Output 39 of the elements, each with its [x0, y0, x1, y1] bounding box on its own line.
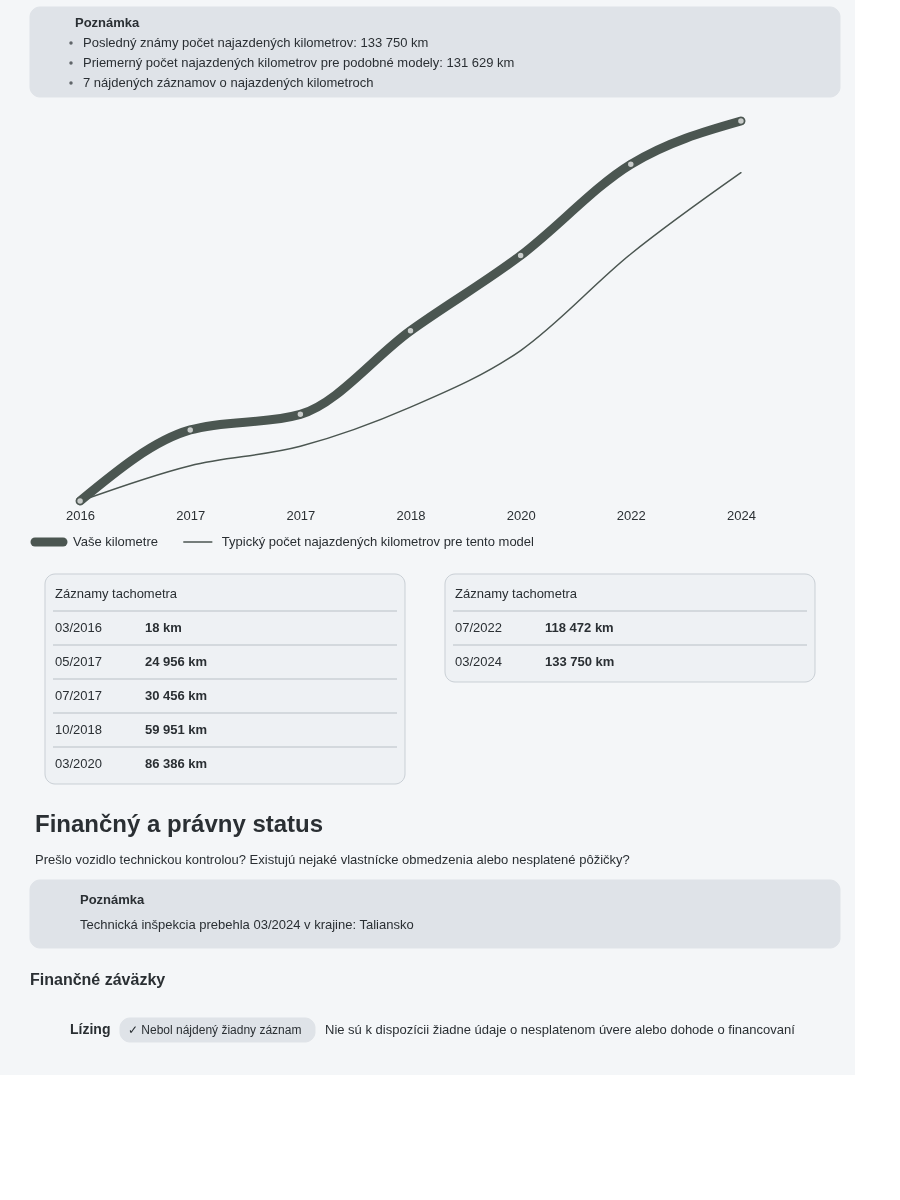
text: 59 951 km	[145, 722, 208, 737]
text: 05/2017	[55, 654, 102, 669]
text: 86 386 km	[145, 756, 208, 771]
x-tick-label: 2018	[396, 507, 426, 523]
text: 118 472 km	[545, 620, 614, 635]
x-tick-label: 2016	[66, 507, 96, 523]
text: Finančný a právny status	[35, 810, 324, 837]
x-tick-label: 2017	[286, 507, 316, 523]
x-tick-label: 2020	[506, 507, 536, 523]
text: Záznamy tachometra	[55, 586, 178, 601]
text: Záznamy tachometra	[455, 586, 578, 601]
text: Finančné záväzky	[30, 971, 166, 988]
text: 7 nájdených záznamov o najazdených kilometroch	[83, 75, 374, 90]
text: Priemerný počet najazdených kilometrov pre podobné modely: 131 629 km	[83, 55, 515, 70]
text: 24 956 km	[145, 654, 208, 669]
text: Poznámka	[80, 892, 146, 907]
text: Posledný známy počet najazdených kilometrov: 133 750 km	[83, 35, 429, 50]
text: 07/2022	[455, 620, 502, 635]
point	[516, 251, 525, 260]
x-tick-label: 2024	[726, 507, 756, 523]
text: Poznámka	[75, 15, 141, 30]
text: Lízing	[70, 1021, 111, 1037]
text: 03/2016	[55, 620, 102, 635]
text: 18 km	[145, 620, 182, 635]
point	[406, 326, 415, 335]
text: Prešlo vozidlo technickou kontrolou? Existujú nejaké vlastnícke obmedzenia alebo nesplatené pôžičky?	[35, 852, 630, 867]
text: 03/2020	[55, 756, 102, 771]
legend-label: Typický počet najazdených kilometrov pre tento model	[221, 534, 535, 549]
text: 133 750 km	[545, 654, 615, 669]
text: 30 456 km	[145, 688, 208, 703]
text: Technická inšpekcia prebehla 03/2024 v krajine: Taliansko	[80, 917, 414, 932]
x-tick-label: 2022	[616, 507, 646, 523]
text: ✓ Nebol nájdený žiadny záznam	[128, 1023, 302, 1037]
text: 07/2017	[55, 688, 102, 703]
text: 03/2024	[455, 654, 502, 669]
text: Nie sú k dispozícii žiadne údaje o nesplatenom úvere alebo dohode o financovaní	[325, 1022, 796, 1037]
legend-label: Vaše kilometre	[73, 534, 159, 549]
x-tick-label: 2017	[176, 507, 206, 523]
text: 10/2018	[55, 722, 102, 737]
